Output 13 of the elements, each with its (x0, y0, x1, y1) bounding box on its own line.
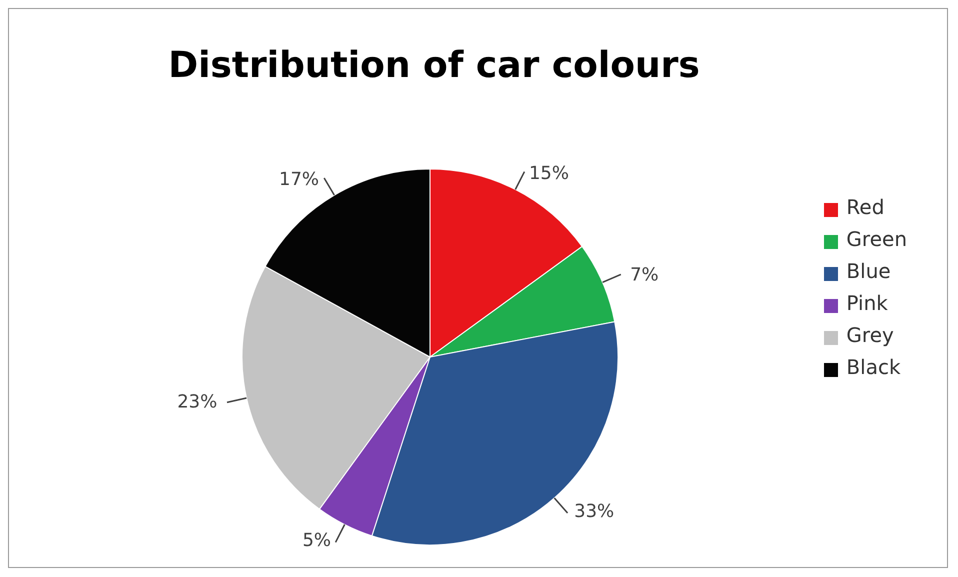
data-label: 33% (574, 501, 614, 522)
data-label: 7% (630, 264, 659, 286)
data-label: 23% (177, 391, 218, 412)
legend-label: Black (846, 355, 901, 379)
legend-label: Pink (846, 291, 888, 315)
legend-label: Red (846, 195, 884, 219)
data-label: 15% (528, 162, 569, 184)
legend-label: Blue (846, 259, 891, 283)
legend-label: Grey (846, 323, 894, 347)
chart-title: Distribution of car colours (167, 45, 701, 86)
data-label: 5% (302, 530, 332, 552)
data-label: 17% (279, 169, 320, 190)
legend-label: Green (846, 227, 907, 251)
